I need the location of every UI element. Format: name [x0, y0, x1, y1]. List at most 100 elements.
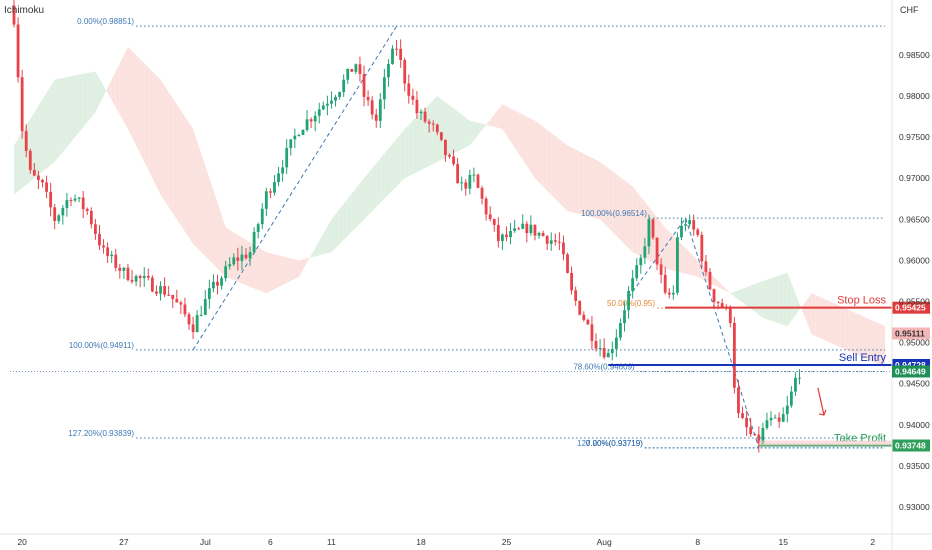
cloud-segment — [734, 290, 739, 300]
cloud-segment — [803, 298, 808, 325]
cloud-segment — [278, 255, 283, 288]
price-tick-label: 0.94000 — [899, 420, 930, 430]
cloud-segment — [795, 293, 800, 316]
candle-body — [325, 103, 329, 106]
candle-body — [529, 224, 533, 234]
candle-body — [224, 266, 228, 279]
cloud-segment — [213, 190, 218, 269]
cloud-segment — [351, 188, 356, 232]
cloud-segment — [807, 293, 812, 335]
cloud-segment — [819, 296, 824, 340]
time-tick-label: Jul — [200, 537, 211, 547]
candle-body — [586, 319, 590, 325]
cloud-segment — [453, 108, 458, 154]
cloud-segment — [221, 215, 226, 277]
cloud-segment — [828, 300, 833, 344]
candle-body — [146, 275, 150, 278]
cloud-segment — [412, 116, 417, 175]
candle-body — [24, 131, 28, 151]
candle-body — [415, 99, 419, 114]
candle-body — [89, 210, 93, 225]
time-axis[interactable]: 20 27 Jul 6 11 18 25 Aug 8 15 2 — [0, 533, 932, 547]
cloud-segment — [384, 148, 389, 199]
time-tick-label: 8 — [695, 537, 700, 547]
candle-body — [195, 315, 199, 333]
candle-body — [472, 174, 476, 176]
candle-body — [753, 434, 757, 436]
cloud-segment — [766, 278, 772, 321]
candle-body — [777, 417, 781, 422]
cloud-segment — [75, 74, 80, 138]
candle-body — [183, 304, 187, 315]
candle-body — [684, 224, 687, 226]
candle-body — [240, 254, 244, 261]
candle-body — [232, 257, 236, 265]
cloud-segment — [119, 54, 124, 122]
candle-body — [110, 254, 114, 257]
price-tick-label: 0.93500 — [899, 461, 930, 471]
cloud-segment — [526, 116, 531, 173]
candle-body — [273, 182, 276, 193]
time-tick-label: 27 — [119, 537, 129, 547]
candle-body — [488, 214, 492, 219]
price-tick-label: 0.96500 — [899, 214, 930, 224]
cloud-segment — [164, 85, 169, 208]
cloud-segment — [197, 141, 202, 253]
candle-body — [631, 278, 635, 291]
cloud-segment — [237, 234, 242, 284]
cloud-segment — [307, 255, 312, 263]
price-axis[interactable]: 0.98500 0.98000 0.97500 0.97000 0.96500 0.960… — [891, 0, 930, 550]
cloud-segment — [738, 288, 743, 303]
cloud-segment — [180, 110, 185, 232]
candle-body — [342, 79, 346, 93]
candle-body — [293, 135, 297, 140]
time-tick-label: 2 — [870, 537, 875, 547]
candle-body — [598, 348, 602, 350]
cloud-segment — [266, 252, 271, 294]
candle-body — [338, 92, 341, 97]
cloud-segment — [840, 306, 845, 350]
candle-body — [41, 179, 44, 183]
candle-body — [12, 5, 16, 25]
cloud-segment — [364, 173, 369, 220]
take-profit-zone — [758, 440, 892, 446]
candle-body — [692, 220, 696, 230]
candle-body — [387, 63, 390, 78]
cloud-segment — [315, 240, 320, 257]
cloud-segment — [258, 247, 263, 292]
cloud-segment — [437, 96, 442, 162]
candle-body — [118, 267, 122, 271]
candle-body — [700, 234, 704, 262]
candle-body — [606, 353, 610, 358]
candle-body — [765, 420, 769, 429]
candle-body — [248, 252, 252, 259]
candle-body — [289, 139, 293, 149]
candle-body — [138, 275, 142, 279]
candle-body — [720, 303, 724, 307]
candle-body — [399, 48, 403, 61]
cloud-segment — [282, 256, 287, 286]
cloud-segment — [233, 232, 238, 282]
cloud-segment — [498, 104, 503, 129]
candle-body — [741, 413, 744, 418]
fibonacci-levels: 0.00%(0.98851) 100.00%(0.94911) 127.20%(0.… — [68, 17, 885, 449]
cloud-segment — [502, 104, 507, 136]
candle-body — [712, 289, 716, 302]
candle-body — [517, 228, 521, 230]
candle-body — [663, 274, 667, 293]
cloud-segment — [193, 128, 198, 249]
cloud-segment — [852, 311, 857, 355]
cloud-segment — [46, 86, 51, 169]
candle-body — [256, 224, 260, 232]
cloud-segment — [494, 109, 499, 128]
candle-body — [582, 314, 586, 320]
candle-body — [737, 387, 740, 414]
candle-body — [423, 111, 427, 122]
cloud-segment — [587, 155, 592, 218]
cloud-segment — [522, 114, 527, 166]
candle-body — [541, 232, 545, 237]
candle-body — [252, 231, 256, 253]
candle-body — [492, 218, 496, 225]
